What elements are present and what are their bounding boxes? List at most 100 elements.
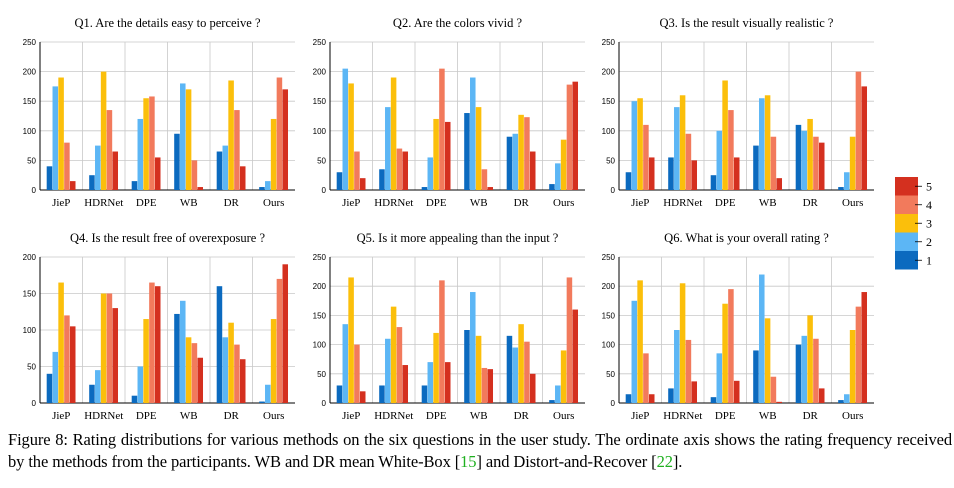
- bar-hdrnet-rating-5: [112, 308, 119, 403]
- x-category-label: HDRNet: [374, 197, 413, 209]
- bar-dpe-rating-5: [444, 362, 451, 403]
- bar-wb-rating-1: [464, 330, 470, 403]
- bar-jiep-rating-1: [625, 172, 632, 190]
- bar-dr-rating-5: [529, 151, 536, 190]
- bar-hdrnet-rating-2: [674, 330, 680, 403]
- bar-dpe-rating-5: [444, 121, 451, 190]
- x-category-label: WB: [470, 410, 488, 422]
- bar-ours-rating-2: [555, 163, 561, 190]
- bar-wb-rating-4: [481, 367, 488, 403]
- bar-hdrnet-rating-3: [390, 77, 397, 190]
- y-tick-label: 200: [313, 68, 327, 77]
- x-category-label: DR: [803, 410, 819, 422]
- chart-q4: Q4. Is the result free of overexposure ?…: [23, 231, 295, 422]
- bar-hdrnet-rating-5: [402, 365, 409, 403]
- bar-dr-rating-3: [228, 322, 234, 403]
- bar-ours-rating-3: [849, 136, 856, 190]
- bar-wb-rating-2: [759, 98, 765, 190]
- bar-hdrnet-rating-1: [379, 169, 385, 190]
- bar-hdrnet-rating-1: [668, 157, 674, 190]
- bar-wb-rating-3: [475, 335, 482, 403]
- chart-title: Q3. Is the result visually realistic ?: [660, 16, 834, 30]
- x-category-label: WB: [759, 197, 777, 209]
- bar-dpe-rating-1: [421, 385, 428, 403]
- bar-dpe-rating-4: [149, 282, 155, 403]
- bar-hdrnet-rating-3: [100, 71, 107, 190]
- bar-dr-rating-4: [524, 341, 530, 403]
- bar-dpe-rating-3: [722, 303, 728, 403]
- bar-hdrnet-rating-3: [390, 306, 397, 403]
- bar-ours-rating-2: [555, 385, 561, 403]
- x-category-label: DR: [803, 197, 819, 209]
- bar-dr-rating-3: [518, 324, 524, 403]
- bar-jiep-rating-5: [69, 326, 76, 403]
- citation-link-15[interactable]: 15: [460, 452, 477, 471]
- legend-swatch-2: [895, 232, 918, 251]
- bar-hdrnet-rating-4: [685, 133, 692, 190]
- bar-ours-rating-5: [861, 86, 868, 190]
- bar-wb-rating-5: [776, 401, 783, 403]
- bar-dr-rating-5: [818, 142, 825, 190]
- bar-dpe-rating-4: [728, 289, 734, 403]
- x-category-label: Ours: [553, 197, 574, 209]
- x-category-label: HDRNet: [663, 410, 702, 422]
- chart-title: Q2. Are the colors vivid ?: [393, 16, 523, 30]
- y-tick-label: 250: [313, 38, 327, 47]
- chart-q1: Q1. Are the details easy to perceive ? 0 5…: [23, 16, 295, 209]
- bar-dpe-rating-4: [728, 110, 734, 190]
- caption-text-1: Rating distributions for various methods…: [8, 430, 952, 471]
- bar-dr-rating-4: [234, 110, 240, 190]
- x-category-label: JieP: [52, 197, 70, 209]
- bar-wb-rating-3: [185, 89, 192, 190]
- x-category-label: Ours: [263, 197, 284, 209]
- bar-wb-rating-1: [174, 313, 180, 403]
- bar-jiep-rating-5: [359, 391, 366, 403]
- bar-jiep-rating-2: [52, 86, 59, 190]
- bar-jiep-rating-4: [354, 151, 360, 190]
- bar-wb-rating-2: [180, 300, 186, 403]
- bar-jiep-rating-4: [64, 315, 70, 403]
- bar-dr-rating-2: [222, 337, 229, 403]
- legend-label-5: 5: [926, 179, 932, 193]
- x-category-label: JieP: [342, 410, 360, 422]
- legend-swatch-4: [895, 195, 918, 214]
- x-category-label: JieP: [52, 410, 70, 422]
- bar-hdrnet-rating-5: [112, 151, 119, 190]
- x-category-label: DR: [514, 410, 530, 422]
- y-tick-label: 50: [27, 363, 36, 372]
- bar-dpe-rating-1: [710, 175, 717, 190]
- bar-dpe-rating-2: [137, 118, 144, 190]
- x-category-label: JieP: [342, 197, 360, 209]
- y-tick-label: 100: [23, 326, 37, 335]
- chart-title: Q5. Is it more appealing than the input …: [357, 231, 559, 245]
- x-category-label: DPE: [426, 197, 447, 209]
- bar-jiep-rating-4: [354, 344, 360, 403]
- bar-wb-rating-2: [180, 83, 186, 190]
- bar-dpe-rating-5: [733, 380, 740, 403]
- bar-dr-rating-4: [813, 136, 819, 190]
- y-tick-label: 50: [606, 156, 615, 165]
- bar-dpe-rating-3: [143, 98, 149, 190]
- bar-hdrnet-rating-4: [685, 339, 692, 403]
- legend-swatch-5: [895, 177, 918, 196]
- bar-dr-rating-4: [234, 344, 240, 403]
- bar-dr-rating-5: [239, 166, 246, 190]
- y-tick-label: 200: [23, 253, 37, 262]
- bar-hdrnet-rating-3: [100, 293, 107, 403]
- y-tick-label: 0: [322, 186, 327, 195]
- bar-jiep-rating-5: [69, 181, 76, 190]
- citation-link-22[interactable]: 22: [656, 452, 673, 471]
- bar-dpe-rating-1: [131, 181, 138, 190]
- chart-q2: Q2. Are the colors vivid ? 0 50 100 150 200 25…: [313, 16, 585, 209]
- bar-dr-rating-2: [222, 145, 229, 190]
- y-tick-label: 0: [32, 186, 37, 195]
- bar-dr-rating-1: [216, 151, 223, 190]
- bar-dpe-rating-3: [143, 319, 149, 403]
- bar-ours-rating-2: [844, 172, 850, 190]
- bar-dr-rating-2: [801, 130, 808, 190]
- chart-title: Q1. Are the details easy to perceive ?: [74, 16, 260, 30]
- bar-jiep-rating-1: [46, 166, 53, 190]
- bar-ours-rating-1: [838, 400, 844, 403]
- bar-dpe-rating-2: [427, 157, 434, 190]
- bar-dpe-rating-2: [716, 130, 723, 190]
